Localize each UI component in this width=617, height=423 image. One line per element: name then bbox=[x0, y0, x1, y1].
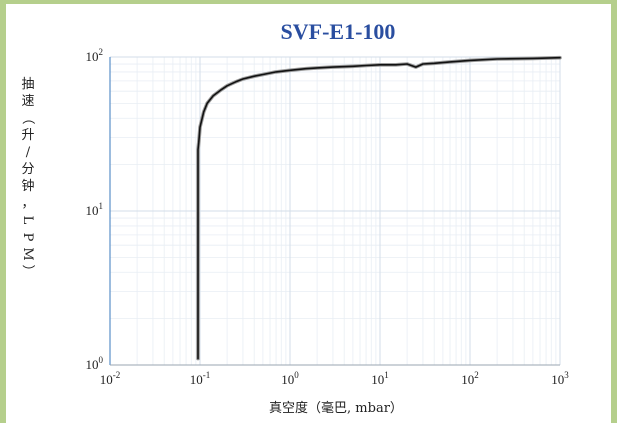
series-line bbox=[197, 56, 561, 360]
x-tick-labels: 10-2 10-1 100 101 102 103 bbox=[100, 370, 570, 387]
x-tick-exponent: -2 bbox=[113, 370, 121, 380]
y-tick-base: 10 bbox=[86, 203, 99, 218]
y-axis-label-char: （ bbox=[20, 111, 35, 124]
y-axis-label-char: M bbox=[20, 247, 35, 260]
y-axis-label: 抽速 （ 升 / 分钟 ， LPM ） bbox=[20, 77, 35, 278]
x-tick-base: 10 bbox=[190, 372, 203, 387]
y-tick-label: 101 bbox=[86, 201, 104, 218]
x-tick-base: 10 bbox=[281, 372, 294, 387]
x-tick-label: 10-2 bbox=[100, 370, 121, 387]
y-tick-label: 102 bbox=[86, 47, 104, 64]
x-tick-label: 102 bbox=[461, 370, 479, 387]
x-tick-base: 10 bbox=[461, 372, 474, 387]
y-axis-label-char: 抽 bbox=[21, 77, 34, 92]
x-tick-label: 100 bbox=[281, 370, 299, 387]
series-line-shadow bbox=[196, 55, 562, 361]
y-tick-label: 100 bbox=[86, 355, 104, 372]
x-tick-base: 10 bbox=[100, 372, 113, 387]
x-tick-exponent: 0 bbox=[294, 370, 299, 380]
y-axis-label-char: P bbox=[20, 233, 35, 242]
y-axis-label-char: 速 bbox=[21, 94, 34, 109]
x-tick-exponent: 3 bbox=[564, 370, 569, 380]
x-tick-base: 10 bbox=[371, 372, 384, 387]
y-tick-exponent: 2 bbox=[99, 47, 104, 57]
y-axis-label-char: ） bbox=[20, 264, 35, 277]
y-axis-label-char: ， bbox=[21, 196, 34, 211]
y-axis-label-char: 分 bbox=[21, 162, 34, 177]
y-axis-label-char: 钟 bbox=[21, 178, 34, 194]
y-tick-exponent: 1 bbox=[99, 201, 104, 211]
y-tick-exponent: 0 bbox=[99, 355, 104, 365]
x-tick-label: 10-1 bbox=[190, 370, 211, 387]
series-group bbox=[196, 55, 562, 361]
axes bbox=[109, 57, 560, 366]
y-tick-base: 10 bbox=[86, 357, 99, 372]
y-tick-base: 10 bbox=[86, 49, 99, 64]
x-tick-exponent: -1 bbox=[203, 370, 211, 380]
x-axis-label: 真空度（毫巴, mbar） bbox=[269, 400, 403, 416]
y-axis-label-char: 升 bbox=[21, 128, 34, 143]
x-tick-exponent: 1 bbox=[384, 370, 389, 380]
chart-title: SVF-E1-100 bbox=[281, 19, 396, 44]
y-axis-label-char: / bbox=[26, 145, 31, 160]
grid bbox=[109, 56, 561, 366]
x-tick-base: 10 bbox=[551, 372, 564, 387]
y-axis-label-char: L bbox=[20, 216, 35, 225]
x-tick-label: 101 bbox=[371, 370, 389, 387]
x-tick-label: 103 bbox=[551, 370, 569, 387]
x-tick-exponent: 2 bbox=[474, 370, 479, 380]
